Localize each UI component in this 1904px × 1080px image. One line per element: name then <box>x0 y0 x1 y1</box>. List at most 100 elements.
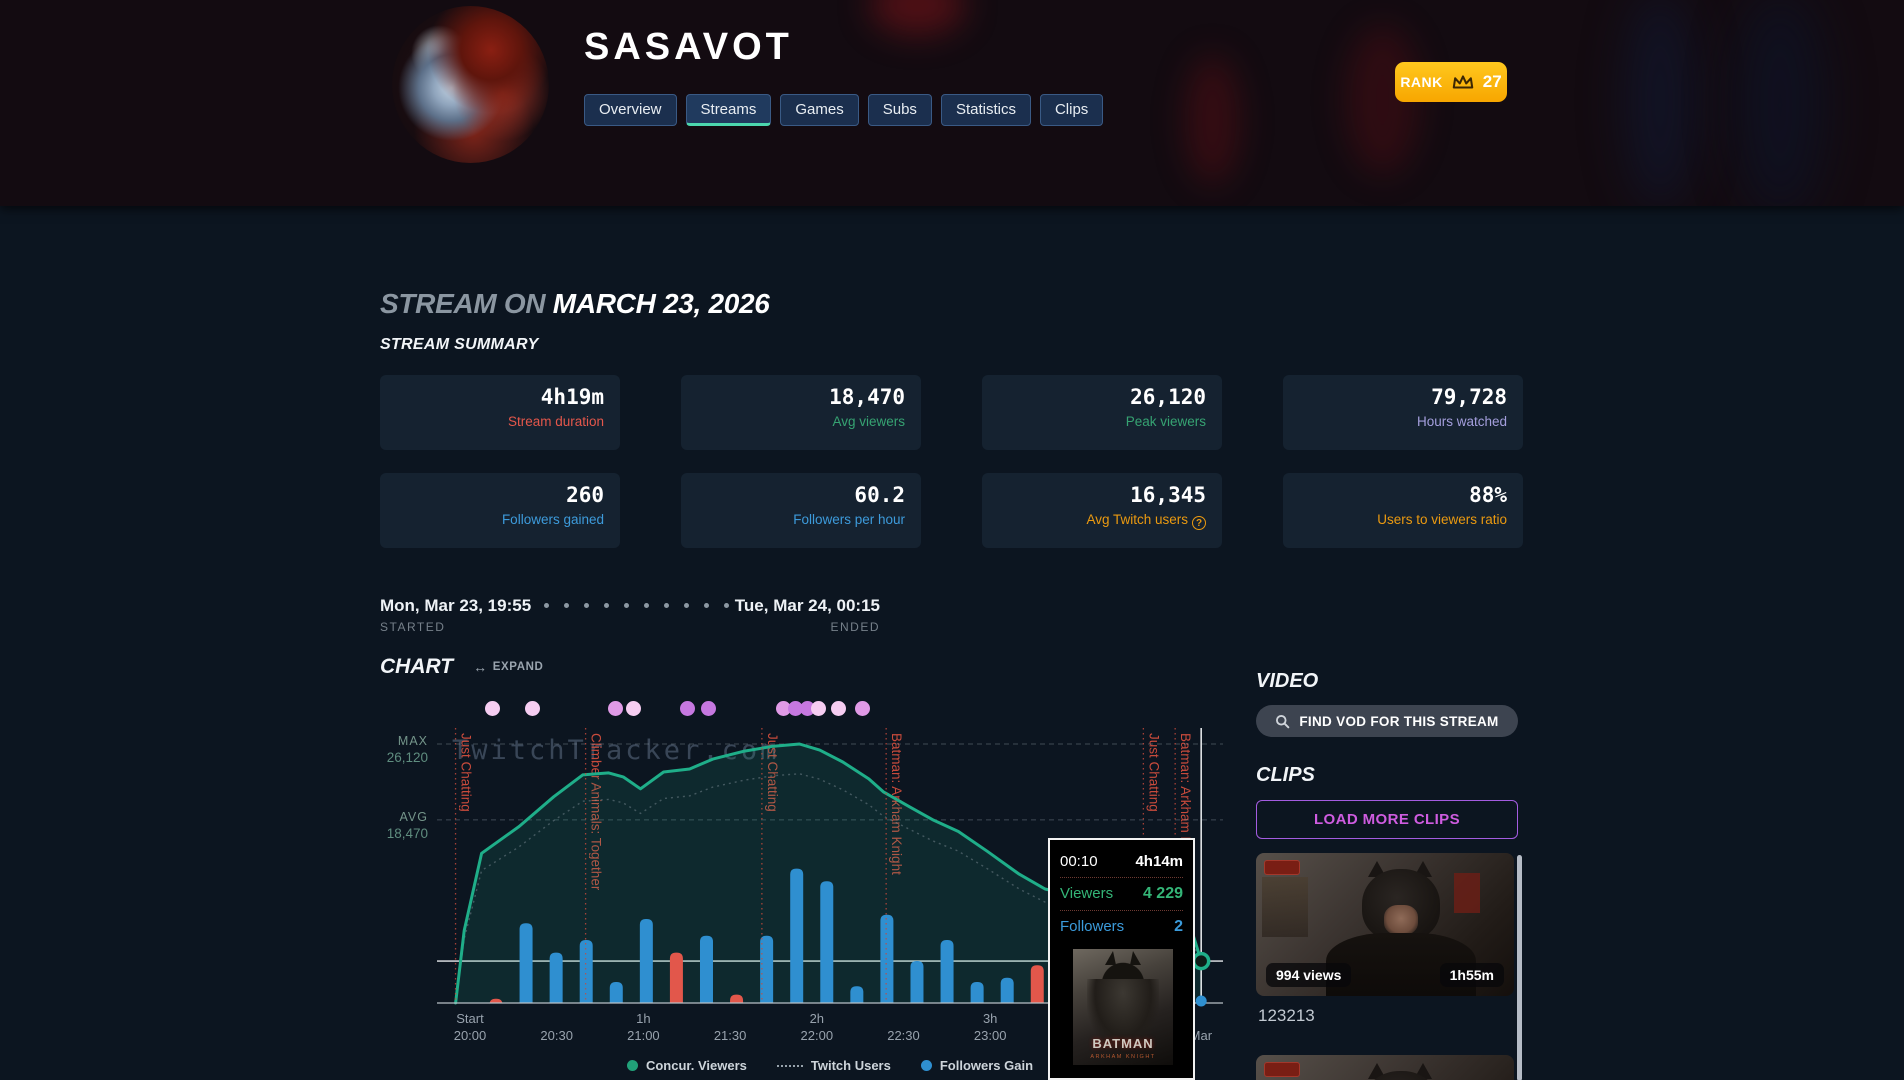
legend-item-twitch-users: Twitch Users <box>776 1058 891 1073</box>
clips-heading: CLIPS <box>1256 764 1315 786</box>
clip-views: 994 views <box>1266 963 1352 987</box>
game-change-label: Climber Animals: Together <box>588 733 604 891</box>
x-tick-time: 22:00 <box>800 1028 834 1043</box>
x-tick-time: Mar <box>1192 1028 1213 1043</box>
x-tick-major: 3h <box>982 1011 998 1026</box>
tooltip-followers-label: Followers <box>1060 918 1125 935</box>
rank-value: 27 <box>1482 72 1502 91</box>
load-more-clips-button[interactable]: LOAD MORE CLIPS <box>1256 800 1518 839</box>
tab-streams[interactable]: Streams <box>685 94 772 126</box>
tooltip-time: 00:10 <box>1060 853 1098 870</box>
x-tick-major: 1h <box>636 1011 651 1026</box>
clip-marker-dot[interactable] <box>701 701 716 716</box>
stat-card-avg-twitch-users: 16,345 Avg Twitch users? <box>982 473 1222 548</box>
y-axis-max: MAX 26,120 <box>386 734 428 765</box>
find-vod-button[interactable]: FIND VOD FOR THIS STREAM <box>1256 705 1518 737</box>
box-art-title: BATMAN <box>1092 1036 1154 1051</box>
clip-marker-dot[interactable] <box>788 701 803 716</box>
chart-legend: Concur. Viewers Twitch Users Followers Gai… <box>437 1058 1223 1073</box>
stat-card-stream-duration: 4h19m Stream duration <box>380 375 620 450</box>
profile-header: SASAVOT Overview Streams Games Subs Statisti… <box>0 0 1904 206</box>
legend-dotted-line-icon <box>776 1064 803 1067</box>
x-tick-time: 21:00 <box>627 1028 660 1043</box>
clip-marker-dot[interactable] <box>831 701 846 716</box>
tooltip-elapsed: 4h14m <box>1135 853 1183 870</box>
stat-card-followers-gained: 260 Followers gained <box>380 473 620 548</box>
y-axis-avg: AVG 18,470 <box>386 810 428 841</box>
stat-card-users-to-viewers-ratio: 88% Users to viewers ratio <box>1283 473 1523 548</box>
video-heading: VIDEO <box>1256 670 1319 692</box>
clip-marker-dot[interactable] <box>525 701 540 716</box>
tab-overview[interactable]: Overview <box>584 94 677 126</box>
streamer-avatar[interactable] <box>392 6 549 163</box>
game-box-art-batman-arkham-knight: BATMAN ARKHAM KNIGHT <box>1073 949 1173 1065</box>
clip-thumbnail-partial[interactable] <box>1256 1055 1514 1080</box>
page-title-date: MARCH 23, 2026 <box>552 288 770 319</box>
tab-statistics[interactable]: Statistics <box>940 94 1031 126</box>
clip-thumbnail-batman-cosplay[interactable]: 994 views 1h55m <box>1256 853 1514 996</box>
banner-art <box>1625 0 1695 206</box>
stat-card-avg-viewers: 18,470 Avg viewers <box>681 375 921 450</box>
clip-card[interactable]: 994 views 1h55m 123213 <box>1256 853 1514 1026</box>
clip-marker-dot[interactable] <box>680 701 695 716</box>
banner-art <box>1735 0 1825 206</box>
crown-icon <box>1452 75 1474 89</box>
start-label: STARTED <box>380 620 446 634</box>
game-change-label: Just Chatting <box>1146 733 1162 812</box>
legend-dot-icon <box>920 1060 932 1071</box>
rank-badge[interactable]: RANK 27 <box>1395 62 1507 102</box>
clip-marker-dot[interactable] <box>608 701 623 716</box>
profile-tabs: Overview Streams Games Subs Statistics Clips <box>584 94 1104 126</box>
stat-card-peak-viewers: 26,120 Peak viewers <box>982 375 1222 450</box>
clip-card[interactable] <box>1256 1055 1514 1080</box>
clip-marker-dot[interactable] <box>811 701 826 716</box>
x-tick-time: 23:00 <box>973 1028 1007 1043</box>
page-title: STREAM ON MARCH 23, 2026 <box>380 288 770 320</box>
clip-duration: 1h55m <box>1439 963 1504 987</box>
tab-clips[interactable]: Clips <box>1039 94 1104 126</box>
chart-expand-button[interactable]: ↔ EXPAND <box>473 659 544 675</box>
tab-games[interactable]: Games <box>780 94 859 126</box>
tooltip-viewers-label: Viewers <box>1060 885 1114 902</box>
clip-marker-dot[interactable] <box>485 701 500 716</box>
summary-heading: STREAM SUMMARY <box>380 336 539 353</box>
x-tick-major: Start <box>456 1011 484 1026</box>
streamer-name: SASAVOT <box>584 26 793 68</box>
x-tick-major: 2h <box>809 1011 825 1026</box>
stat-card-followers-per-hour: 60.2 Followers per hour <box>681 473 921 548</box>
search-icon <box>1276 714 1290 728</box>
start-datetime: Mon, Mar 23, 19:55 <box>380 596 532 615</box>
tooltip-followers-value: 2 <box>1174 918 1183 935</box>
rank-label: RANK <box>1400 74 1443 90</box>
stat-card-hours-watched: 79,728 Hours watched <box>1283 375 1523 450</box>
tab-subs[interactable]: Subs <box>867 94 932 126</box>
chart-heading: CHART <box>380 655 454 678</box>
resize-horizontal-icon: ↔ <box>473 659 488 675</box>
legend-item-followers-gain: Followers Gain <box>920 1058 1033 1073</box>
x-tick-time: 21:30 <box>713 1028 747 1043</box>
game-change-label: Just Chatting <box>458 733 474 812</box>
chart-header: CHART ↔ EXPAND <box>380 655 543 679</box>
box-art-subtitle: ARKHAM KNIGHT <box>1090 1054 1156 1060</box>
clips-scrollbar-thumb[interactable] <box>1517 855 1522 1080</box>
clip-title: 123213 <box>1258 1006 1315 1025</box>
x-tick-time: 20:30 <box>540 1028 573 1043</box>
stream-started: Mon, Mar 23, 19:55 STARTED <box>380 596 531 634</box>
end-label: ENDED <box>830 620 880 634</box>
clip-marker-dot[interactable] <box>855 701 870 716</box>
help-icon[interactable]: ? <box>1192 516 1206 530</box>
duration-dots <box>544 603 729 608</box>
stream-ended: Tue, Mar 24, 00:15 ENDED <box>620 596 880 634</box>
stream-logo-badge <box>1264 860 1300 875</box>
end-datetime: Tue, Mar 24, 00:15 <box>734 596 880 615</box>
legend-item-concur-viewers: Concur. Viewers <box>626 1058 747 1073</box>
clip-marker-dot[interactable] <box>776 701 791 716</box>
clip-marker-dot[interactable] <box>626 701 641 716</box>
watermark: TwitchTracker.com <box>452 735 780 766</box>
chart-tooltip: 00:10 4h14m Viewers 4 229 Followers 2 BA… <box>1048 838 1195 1080</box>
banner-art <box>870 0 965 35</box>
x-tick-time: 22:30 <box>887 1028 920 1043</box>
game-change-label: Batman: Arkham Knight <box>889 733 905 875</box>
banner-art <box>1185 55 1240 185</box>
legend-dot-icon <box>626 1060 638 1071</box>
